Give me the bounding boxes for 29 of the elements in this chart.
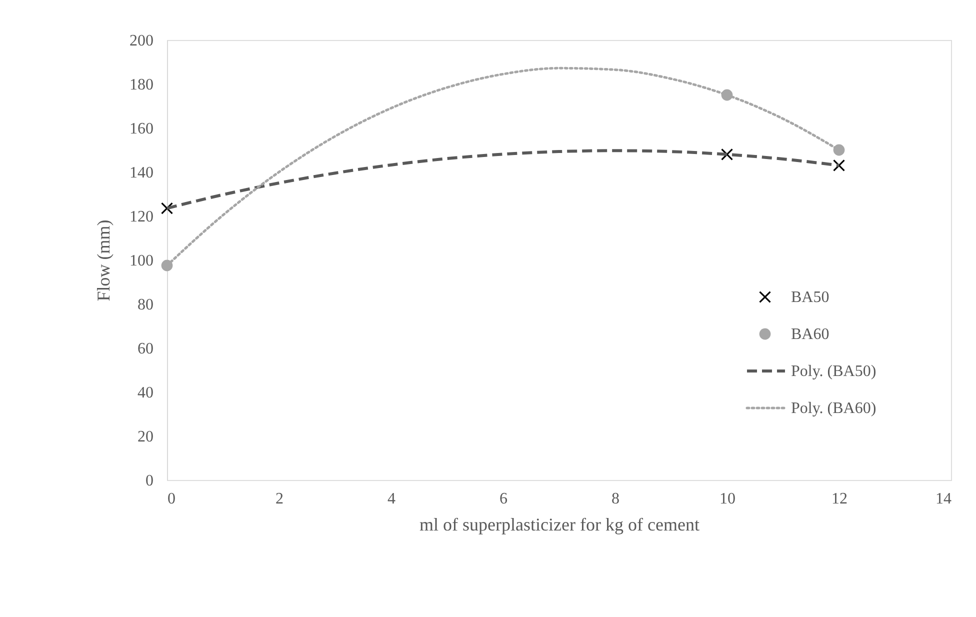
- x-tick-label: 8: [612, 490, 620, 508]
- y-tick-label: 200: [130, 32, 154, 50]
- x-axis-title: ml of superplasticizer for kg of cement: [420, 514, 700, 534]
- x-tick-label: 0: [168, 490, 176, 508]
- line-series: [166, 149, 840, 210]
- y-tick-label: 120: [130, 208, 154, 226]
- y-tick-label: 80: [138, 296, 154, 314]
- y-tick-label: 40: [138, 384, 154, 402]
- y-tick-label: 180: [130, 76, 154, 94]
- point: [160, 202, 174, 214]
- legend-label: BA50: [791, 289, 830, 306]
- x-tick-label: 4: [388, 490, 396, 508]
- x-tick-label: 12: [832, 490, 848, 508]
- y-tick-label: 140: [130, 164, 154, 182]
- legend-label: Poly. (BA60): [791, 400, 876, 417]
- y-axis-title: Flow (mm): [94, 220, 114, 302]
- y-tick-label: 0: [146, 472, 154, 490]
- legend-label: Poly. (BA50): [791, 363, 876, 380]
- x-tick-label: 14: [936, 490, 952, 508]
- x-tick-label: 6: [500, 490, 508, 508]
- y-tick-label: 60: [138, 340, 154, 358]
- point: [720, 148, 734, 160]
- y-tick-label: 160: [130, 120, 154, 138]
- x-tick-label: 2: [276, 490, 284, 508]
- y-tick-label: 20: [138, 428, 154, 446]
- y-tick-label: 100: [130, 252, 154, 270]
- point: [832, 159, 846, 172]
- x-tick-label: 10: [720, 490, 736, 508]
- legend-label: BA60: [791, 326, 830, 343]
